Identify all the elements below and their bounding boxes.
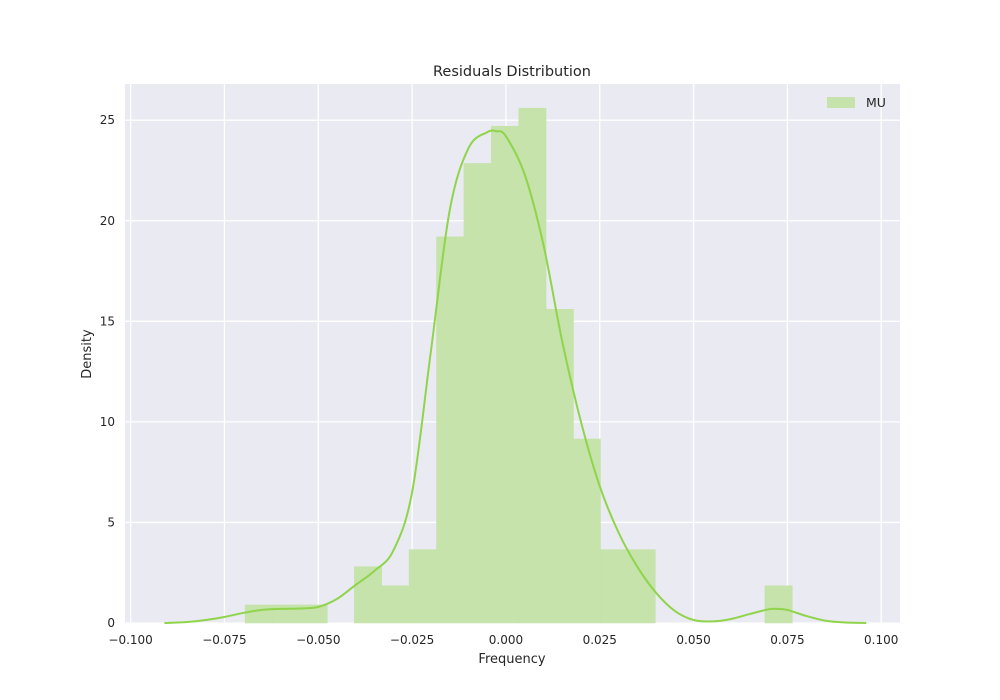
x-tick-label: −0.050: [296, 633, 340, 647]
histogram-bar: [463, 163, 492, 624]
histogram-bar: [436, 236, 465, 624]
histogram-bar: [545, 309, 574, 624]
y-tick-label: 5: [107, 515, 115, 529]
legend-swatch-mu: [827, 97, 855, 108]
histogram-bar: [272, 604, 301, 624]
histogram-bar: [381, 585, 410, 624]
x-tick-label: 0.050: [676, 633, 710, 647]
x-tick-label: 0.025: [583, 633, 617, 647]
histogram-bar: [573, 438, 601, 624]
histogram-bar: [764, 585, 793, 624]
legend-label-mu: MU: [866, 95, 886, 110]
chart-title: Residuals Distribution: [433, 64, 591, 80]
x-tick-label: −0.025: [390, 633, 434, 647]
y-tick-label: 25: [100, 113, 115, 127]
histogram-bar: [491, 125, 519, 624]
x-tick-label: 0.075: [770, 633, 804, 647]
y-tick-label: 10: [100, 415, 115, 429]
legend: MU: [827, 95, 886, 110]
histogram-bar: [244, 604, 273, 624]
histogram-bar: [299, 604, 328, 624]
histogram-bar: [408, 549, 437, 624]
x-tick-label: −0.075: [202, 633, 246, 647]
x-tick-label: 0.000: [489, 633, 523, 647]
y-tick-label: 0: [107, 616, 115, 630]
y-axis-label: Density: [80, 329, 95, 379]
kde-curve-group: [164, 129, 867, 624]
x-tick-label: 0.100: [864, 633, 898, 647]
x-axis-label: Frequency: [478, 652, 545, 667]
x-tick-label: −0.100: [108, 633, 152, 647]
histogram-bar: [518, 107, 547, 624]
kde-curve-mu: [164, 129, 867, 624]
x-axis-ticks: −0.100 −0.075 −0.050 −0.025 0.000 0.025 0.050 0…: [108, 633, 898, 647]
histogram-bar: [600, 549, 629, 624]
histogram-bars: [244, 107, 793, 624]
y-tick-label: 20: [100, 214, 115, 228]
y-axis-ticks: 0 5 10 15 20 25: [100, 113, 115, 630]
y-tick-label: 15: [100, 314, 115, 328]
